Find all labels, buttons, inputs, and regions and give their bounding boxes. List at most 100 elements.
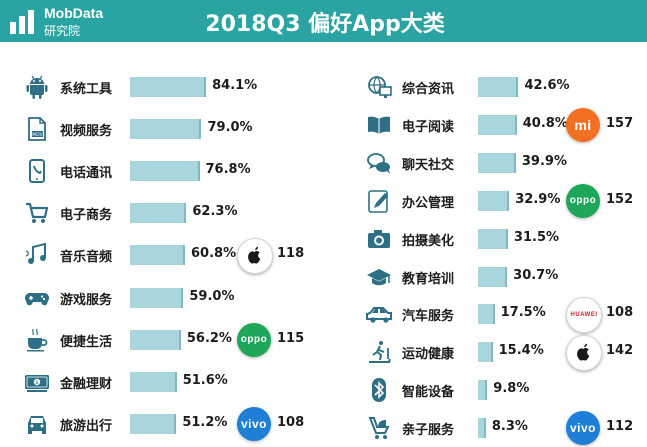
stroller-icon	[368, 417, 390, 440]
value-label: 42.6%	[524, 78, 570, 93]
category-label: 电话通讯	[60, 166, 113, 182]
bar-row: 汽车服务 17.5%	[366, 300, 636, 328]
music-note-icon	[25, 243, 46, 265]
treadmill-icon	[369, 341, 391, 364]
oppo-logo-text: oppo	[569, 195, 597, 207]
brand-count: 118	[277, 246, 305, 262]
chart-title: 2018Q3 偏好App大类	[205, 12, 445, 37]
bar	[478, 152, 516, 173]
brand-count: 112	[606, 419, 634, 435]
bar-row: 旅游出行 51.2%	[24, 410, 324, 438]
brand-count: 157	[606, 115, 634, 131]
svg-text:$: $	[35, 380, 38, 386]
category-label: 视频服务	[60, 124, 113, 140]
vivo-logo-text: vivo	[240, 416, 267, 431]
brand-count: 115	[277, 330, 305, 346]
bar-row: 电话通讯 76.8%	[24, 157, 324, 185]
bar-row: 便捷生活 56.2%	[24, 326, 324, 354]
banknote-icon: $	[25, 374, 49, 392]
brand-count: 108	[277, 414, 305, 430]
android-icon	[26, 75, 48, 99]
value-label: 31.5%	[513, 229, 560, 245]
brand-count: 108	[606, 305, 634, 321]
bar	[478, 266, 508, 287]
bar	[478, 304, 495, 325]
category-label: 拍摄美化	[402, 233, 455, 249]
bar-row: 游戏服务 59.0%	[24, 284, 324, 312]
bar-row: 亲子服务 8.3%	[366, 414, 636, 442]
value-label: 59.0%	[189, 288, 235, 304]
bluetooth-icon	[372, 378, 386, 403]
open-book-icon	[368, 116, 390, 134]
huawei-brand-badge: HUAWEI	[566, 297, 602, 334]
category-label: 电子商务	[60, 208, 113, 224]
category-label: 便捷生活	[60, 334, 113, 350]
bar-row: 办公管理 32.9%	[366, 187, 636, 215]
bar-row: 综合资讯 42.6%	[366, 73, 636, 101]
bar-row: 聊天社交 39.9%	[366, 149, 636, 177]
bar-row: 电子阅读 40.8%	[366, 111, 636, 139]
bar	[478, 77, 519, 97]
value-label: 76.8%	[205, 162, 251, 178]
graduation-cap-icon	[367, 268, 391, 285]
oppo-logo-text: oppo	[240, 334, 268, 346]
value-label: 51.2%	[182, 414, 228, 430]
value-label: 17.5%	[500, 305, 546, 321]
apple-brand-badge	[566, 335, 602, 372]
mi-logo-text: mi	[574, 116, 592, 133]
bar-row: 系统工具 84.1%	[24, 73, 324, 101]
bar-row: 运动健康 15.4%	[366, 338, 636, 366]
bar	[478, 190, 510, 211]
value-label: 30.7%	[513, 267, 559, 283]
category-label: 旅游出行	[60, 418, 113, 434]
bar	[478, 114, 517, 135]
vivo-brand-badge: vivo	[237, 406, 271, 441]
apple-logo-icon	[248, 247, 261, 264]
category-label: 运动健康	[402, 347, 455, 363]
category-label: 电子阅读	[402, 119, 455, 135]
value-label: 39.9%	[521, 153, 567, 169]
value-label: 8.3%	[491, 419, 528, 435]
bar-row: 智能设备 9.8%	[366, 376, 636, 404]
bar	[130, 77, 207, 97]
value-label: 62.3%	[192, 204, 238, 220]
phone-icon	[29, 159, 45, 184]
bar	[478, 228, 508, 249]
brand-count: 142	[606, 343, 634, 359]
value-label: 40.8%	[522, 115, 568, 131]
huawei-logo-text: HUAWEI	[570, 312, 598, 319]
car-side-icon	[366, 307, 392, 323]
category-label: 综合资讯	[402, 82, 455, 97]
category-label: 汽车服务	[402, 309, 455, 325]
mobdata-logo-icon	[10, 10, 34, 34]
category-label: 音乐音频	[60, 250, 113, 266]
value-label: 51.6%	[182, 372, 228, 388]
video-file-icon: MOV	[28, 117, 46, 141]
bar	[130, 245, 186, 266]
shopping-cart-icon	[26, 203, 49, 224]
camera-icon	[368, 229, 390, 248]
bar	[130, 413, 177, 434]
value-label: 79.0%	[207, 120, 253, 136]
bar	[130, 329, 181, 350]
value-label: 32.9%	[515, 191, 561, 207]
coffee-cup-icon	[27, 328, 48, 352]
bar-row: 音乐音频 60.8%	[24, 241, 324, 269]
bar	[130, 161, 200, 182]
brand-count: 152	[606, 191, 634, 207]
mi-brand-badge: mi	[566, 107, 600, 142]
oppo-brand-badge: oppo	[566, 183, 600, 218]
header-bar: MobData 研究院 2018Q3 偏好App大类	[0, 0, 647, 42]
category-label: 亲子服务	[402, 423, 455, 439]
gamepad-icon	[25, 292, 49, 305]
bar	[130, 371, 177, 392]
category-label: 办公管理	[402, 195, 455, 211]
bar-row: MOV 视频服务 79.0%	[24, 115, 324, 143]
apple-logo-icon	[577, 344, 590, 361]
bar-row: 电子商务 62.3%	[24, 199, 324, 227]
category-label: 教育培训	[402, 271, 455, 287]
bar	[130, 287, 184, 308]
value-label: 56.2%	[186, 330, 232, 346]
bar	[130, 203, 187, 224]
bar	[478, 342, 493, 363]
